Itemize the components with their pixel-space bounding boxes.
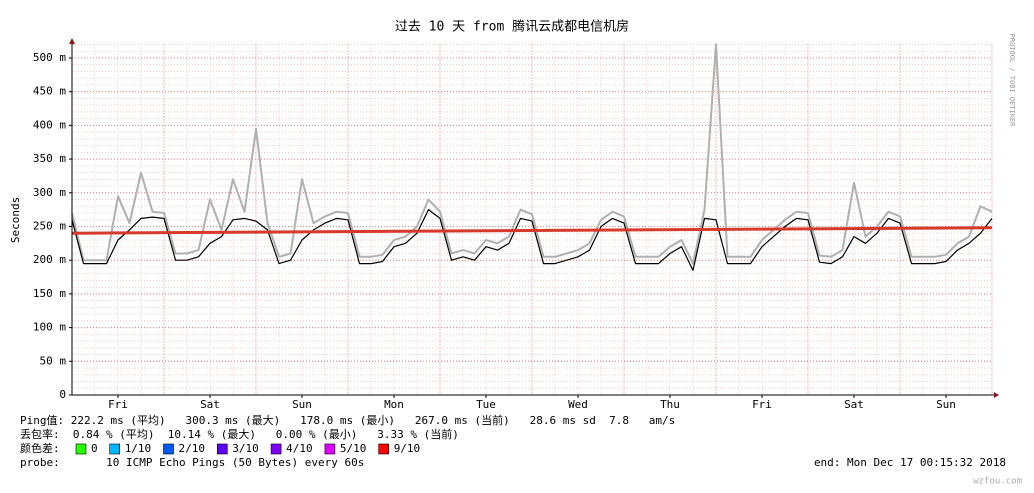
x-tick-label: Sun	[936, 398, 956, 411]
y-tick-label: 200 m	[33, 253, 66, 266]
legend-label: 4/10	[286, 442, 313, 455]
y-tick-label: 50 m	[40, 354, 67, 367]
x-tick-label: Fri	[108, 398, 128, 411]
x-arrow	[994, 392, 999, 398]
y-tick-label: 400 m	[33, 118, 66, 131]
legend-swatch	[324, 443, 336, 455]
legend-swatch	[378, 443, 390, 455]
y-tick-label: 350 m	[33, 152, 66, 165]
x-tick-label: Tue	[476, 398, 496, 411]
legend-swatch	[217, 443, 228, 455]
y-tick-label: 0	[59, 388, 66, 401]
x-tick-label: Sat	[844, 398, 864, 411]
legend: 0 1/10 2/10 3/10 4/10 5/10 9/10	[75, 442, 421, 455]
legend-label: 0	[91, 442, 98, 455]
end-time: end: Mon Dec 17 00:15:32 2018	[814, 456, 1006, 469]
legend-swatch	[75, 443, 87, 455]
legend-swatch	[270, 443, 282, 455]
probe-info: probe: 10 ICMP Echo Pings (50 Bytes) eve…	[20, 456, 364, 469]
y-tick-label: 100 m	[33, 321, 66, 334]
legend-label: 1/10	[125, 442, 152, 455]
y-tick-label: 300 m	[33, 186, 66, 199]
series-line	[71, 226, 993, 235]
ping-stats: Ping值: 222.2 ms (平均) 300.3 ms (最大) 178.0…	[20, 413, 675, 427]
y-arrow	[69, 38, 75, 44]
legend-label: 3/10	[232, 442, 258, 455]
chart-title: 过去 10 天 from 腾讯云成都电信机房	[395, 19, 629, 35]
x-tick-label: Sun	[292, 398, 312, 411]
side-text: PROTOOL / TOBI OETIKER	[1008, 34, 1016, 128]
x-tick-label: Wed	[568, 398, 588, 411]
legend-label: 5/10	[340, 442, 367, 455]
y-tick-label: 500 m	[33, 51, 66, 64]
loss-stats: 丢包率: 0.84 % (平均) 10.14 % (最大) 0.00 % (最小…	[20, 427, 459, 441]
y-axis-label: Seconds	[9, 197, 22, 243]
legend-label: 2/10	[179, 442, 206, 455]
legend-swatch	[109, 443, 120, 455]
y-tick-label: 250 m	[33, 219, 66, 232]
x-tick-label: Sat	[200, 398, 220, 411]
legend-swatch	[163, 443, 174, 455]
x-tick-label: Thu	[660, 398, 680, 411]
watermark: wzfou.com	[973, 477, 1022, 487]
series-line	[71, 43, 993, 265]
legend-title: 颜色差:	[20, 441, 60, 455]
y-tick-label: 150 m	[33, 287, 66, 300]
x-tick-label: Mon	[384, 398, 404, 411]
legend-label: 9/10	[394, 442, 421, 455]
x-tick-label: Fri	[752, 398, 772, 411]
y-tick-label: 450 m	[33, 85, 66, 98]
